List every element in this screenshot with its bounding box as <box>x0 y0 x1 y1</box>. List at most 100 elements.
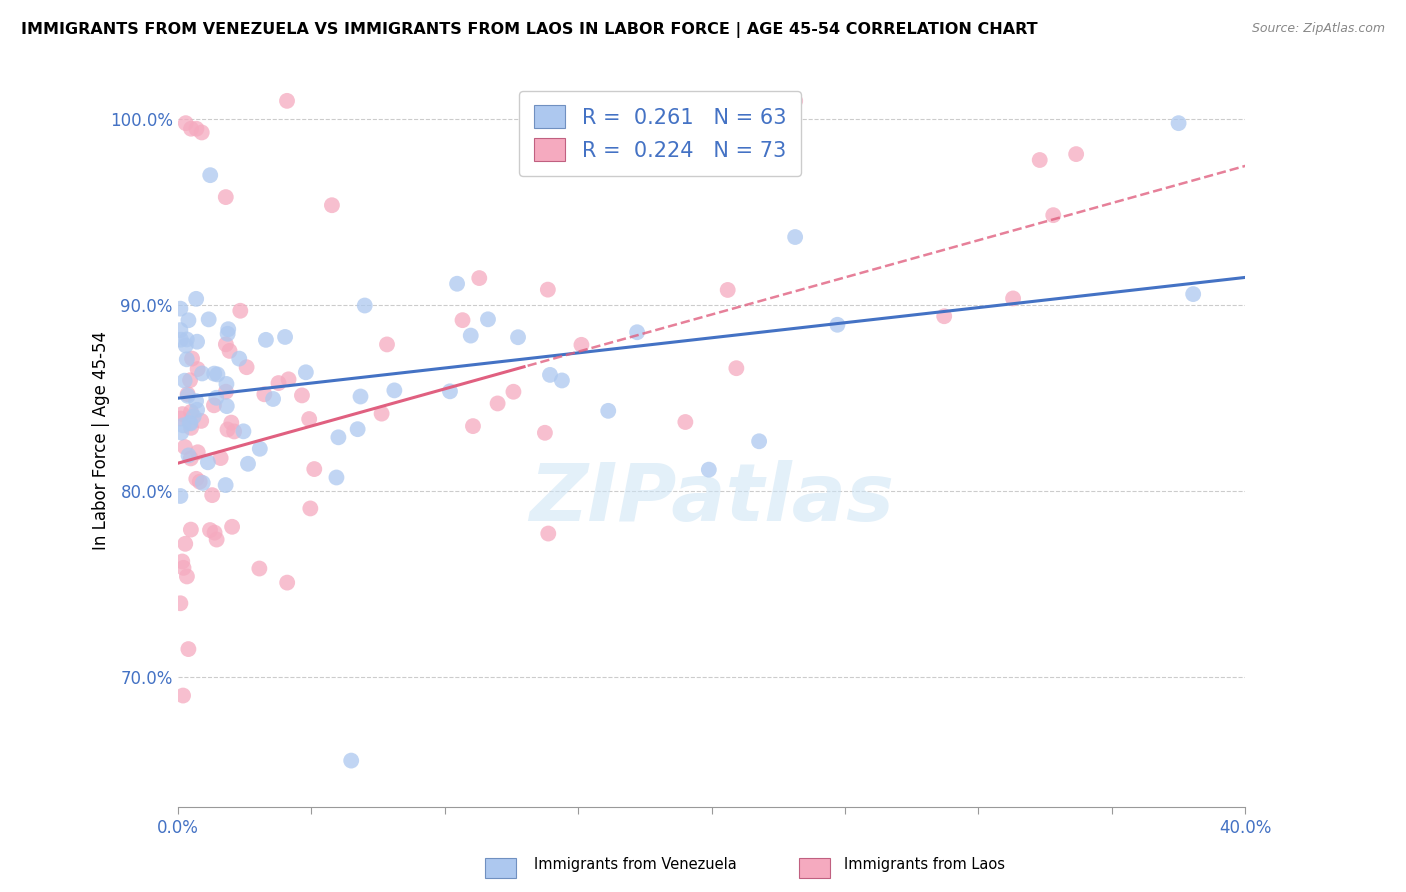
Point <box>468 271 491 285</box>
Point <box>173 561 195 575</box>
Point <box>190 125 212 139</box>
Point <box>298 412 321 426</box>
Point <box>254 333 277 347</box>
Point <box>697 463 720 477</box>
Point <box>276 575 298 590</box>
Point <box>486 396 509 410</box>
Point <box>179 417 201 431</box>
Point <box>191 475 214 490</box>
Point <box>177 449 200 463</box>
Point <box>295 365 318 379</box>
Point <box>748 434 770 449</box>
Text: ZIPatlas: ZIPatlas <box>529 459 894 538</box>
Point <box>169 301 191 316</box>
Point <box>188 475 211 489</box>
Point <box>274 330 297 344</box>
Point <box>328 430 350 444</box>
Legend: R =  0.261   N = 63, R =  0.224   N = 73: R = 0.261 N = 63, R = 0.224 N = 73 <box>519 91 800 176</box>
Point <box>174 537 197 551</box>
Text: Source: ZipAtlas.com: Source: ZipAtlas.com <box>1251 22 1385 36</box>
Point <box>673 415 696 429</box>
Point <box>214 478 236 492</box>
Point <box>232 425 254 439</box>
Point <box>180 451 202 466</box>
Point <box>217 322 239 336</box>
Point <box>247 561 270 575</box>
Point <box>477 312 499 326</box>
Point <box>228 351 250 366</box>
Point <box>375 337 398 351</box>
Point <box>172 407 194 421</box>
Point <box>221 520 243 534</box>
Point <box>321 198 343 212</box>
Point <box>200 168 222 182</box>
Point <box>267 376 290 390</box>
Point <box>186 292 208 306</box>
Point <box>1002 292 1025 306</box>
Point <box>1167 116 1189 130</box>
Point <box>218 343 240 358</box>
Point <box>229 303 252 318</box>
Y-axis label: In Labor Force | Age 45-54: In Labor Force | Age 45-54 <box>93 331 110 549</box>
Point <box>236 457 259 471</box>
Point <box>172 689 194 703</box>
Point <box>346 422 368 436</box>
Point <box>205 533 228 547</box>
Point <box>235 360 257 375</box>
Point <box>187 362 209 376</box>
Point <box>291 388 314 402</box>
Point <box>187 445 209 459</box>
Point <box>186 334 208 349</box>
Point <box>934 310 956 324</box>
Point <box>181 351 204 366</box>
Point <box>184 394 207 409</box>
Point <box>207 368 229 382</box>
Point <box>176 333 198 347</box>
Point <box>190 414 212 428</box>
Point <box>551 374 574 388</box>
Point <box>224 425 246 439</box>
Point <box>1182 287 1205 301</box>
Point <box>276 94 298 108</box>
Point <box>186 472 208 486</box>
Point <box>249 442 271 456</box>
Point <box>174 338 197 352</box>
Point <box>1028 153 1050 167</box>
Point <box>446 277 468 291</box>
Point <box>439 384 461 399</box>
Point <box>340 754 363 768</box>
Point <box>598 404 620 418</box>
Point <box>506 330 529 344</box>
Point <box>205 391 228 405</box>
Point <box>169 411 191 425</box>
Point <box>277 372 299 386</box>
Point <box>370 407 392 421</box>
Point <box>382 384 405 398</box>
Point <box>460 328 482 343</box>
Point <box>217 326 239 341</box>
Point <box>1064 147 1087 161</box>
Point <box>262 392 284 406</box>
Point <box>180 121 202 136</box>
Point <box>215 376 238 391</box>
Point <box>534 425 557 440</box>
Point <box>209 451 232 466</box>
Point <box>169 489 191 503</box>
Point <box>827 318 849 332</box>
Point <box>253 387 276 401</box>
Point <box>198 523 221 537</box>
Point <box>215 399 238 413</box>
Point <box>173 440 195 454</box>
Point <box>626 325 648 339</box>
Point <box>204 525 226 540</box>
Point <box>176 569 198 583</box>
Point <box>537 283 560 297</box>
Point <box>299 501 322 516</box>
Point <box>180 405 202 419</box>
Point <box>177 313 200 327</box>
Point <box>176 352 198 367</box>
Point <box>201 488 224 502</box>
Point <box>215 384 238 399</box>
Point <box>186 121 208 136</box>
Point <box>461 419 484 434</box>
